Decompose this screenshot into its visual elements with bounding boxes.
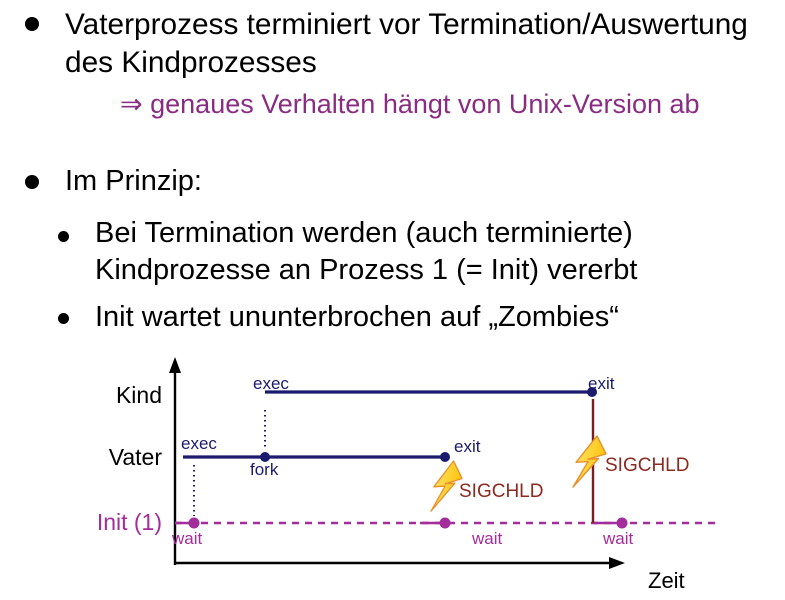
svg-text:wait: wait — [602, 529, 634, 548]
svg-text:exec: exec — [181, 434, 217, 453]
svg-text:Init (1): Init (1) — [97, 509, 162, 535]
svg-text:exit: exit — [588, 374, 615, 393]
svg-text:SIGCHLD: SIGCHLD — [459, 481, 543, 502]
svg-text:wait: wait — [471, 529, 503, 548]
svg-text:fork: fork — [250, 460, 279, 479]
svg-text:exec: exec — [253, 374, 289, 393]
svg-text:Vater: Vater — [109, 444, 163, 470]
svg-text:Zeit: Zeit — [648, 568, 685, 593]
svg-text:Kind: Kind — [116, 382, 162, 408]
svg-text:SIGCHLD: SIGCHLD — [605, 455, 689, 476]
svg-text:exit: exit — [454, 437, 481, 456]
svg-text:wait: wait — [171, 529, 203, 548]
